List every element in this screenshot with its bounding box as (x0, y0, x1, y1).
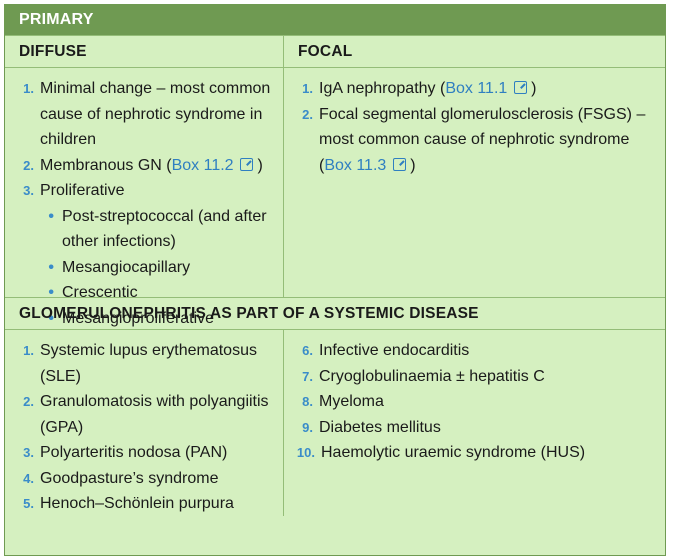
systemic-left-list: 1. Systemic lupus erythematosus (SLE) 2.… (5, 330, 283, 521)
bullet-icon: • (48, 309, 54, 327)
item-suffix: ) (405, 156, 416, 174)
item-number: 4. (23, 470, 34, 486)
systemic-right-list: 6. Infective endocarditis 7. Cryoglobuli… (284, 330, 665, 470)
item-number: 7. (302, 368, 313, 384)
list-item: 7. Cryoglobulinaemia ± hepatitis C (284, 364, 657, 390)
item-text: Cryoglobulinaemia ± hepatitis C (319, 367, 545, 385)
item-number: 6. (302, 343, 313, 358)
item-text: Minimal change – most common cause of ne… (40, 80, 271, 148)
item-number: 10. (296, 445, 315, 460)
item-text: Goodpasture’s syndrome (40, 469, 219, 487)
bullet-icon: • (48, 258, 54, 276)
item-number: 5. (23, 496, 34, 511)
primary-header: PRIMARY (5, 5, 665, 35)
sub-item-text: Mesangioproliferative (62, 309, 215, 327)
systemic-right-column: 6. Infective endocarditis 7. Cryoglobuli… (284, 330, 665, 516)
item-text: Polyarteritis nodosa (PAN) (40, 444, 228, 461)
item-text: Systemic lupus erythematosus (SLE) (40, 342, 257, 385)
item-text: Henoch–Schönlein purpura (40, 495, 234, 512)
external-link-icon[interactable] (240, 157, 254, 171)
item-number: 2. (23, 157, 34, 173)
list-item: 3. Polyarteritis nodosa (PAN) (5, 440, 275, 466)
item-number: 1. (302, 81, 313, 96)
item-suffix: ) (526, 80, 537, 97)
sub-list-item: • Post-streptococcal (and after other in… (5, 204, 275, 255)
item-suffix: ) (253, 156, 263, 174)
list-item: 10. Haemolytic uraemic syndrome (HUS) (284, 440, 657, 466)
focal-heading: FOCAL (284, 35, 665, 68)
item-text: Proliferative (40, 182, 125, 199)
sub-item-text: Mesangiocapillary (62, 258, 191, 276)
item-number: 3. (23, 183, 34, 198)
item-text: Focal segmental glomerulosclerosis (FSGS… (319, 105, 646, 174)
item-text: Infective endocarditis (319, 342, 470, 359)
diffuse-column: DIFFUSE 1. Minimal change – most common … (5, 35, 284, 327)
item-text: IgA nephropathy ( (319, 80, 446, 97)
external-link-icon[interactable] (513, 81, 527, 94)
item-number: 3. (23, 445, 34, 460)
box-link[interactable]: Box 11.1 (445, 80, 527, 97)
sub-list-item: • Mesangiocapillary (5, 255, 275, 281)
item-text: Haemolytic uraemic syndrome (HUS) (321, 444, 586, 461)
bullet-icon: • (48, 207, 54, 225)
sub-list-item: • Crescentic (5, 280, 275, 306)
list-item: 8. Myeloma (284, 389, 657, 415)
focal-list: 1. IgA nephropathy (Box 11.1 ) 2. Focal … (284, 68, 665, 182)
box-link[interactable]: Box 11.3 (324, 157, 406, 174)
item-text: Myeloma (319, 393, 384, 410)
focal-column: FOCAL 1. IgA nephropathy (Box 11.1 ) 2. … (284, 35, 665, 297)
list-item: 2. Membranous GN (Box 11.2 ) (5, 153, 275, 179)
sub-item-text: Crescentic (62, 284, 138, 301)
bullet-icon: • (48, 284, 54, 301)
item-number: 1. (23, 81, 34, 96)
list-item: 2. Granulomatosis with polyangiitis (GPA… (5, 389, 275, 440)
list-item: 5. Henoch–Schönlein purpura (5, 491, 275, 517)
item-number: 9. (302, 419, 313, 435)
list-item: 4. Goodpasture’s syndrome (5, 466, 275, 492)
systemic-left-column: 1. Systemic lupus erythematosus (SLE) 2.… (5, 330, 284, 516)
primary-section: DIFFUSE 1. Minimal change – most common … (5, 35, 665, 327)
systemic-heading: GLOMERULONEPHRITIS AS PART OF A SYSTEMIC… (5, 298, 665, 330)
item-text: Membranous GN ( (40, 156, 172, 174)
list-item: 1. Minimal change – most common cause of… (5, 76, 275, 153)
list-item: 6. Infective endocarditis (284, 338, 657, 364)
list-item: 3. Proliferative (5, 178, 275, 204)
item-number: 2. (23, 394, 34, 409)
list-item: 1. Systemic lupus erythematosus (SLE) (5, 338, 275, 389)
diffuse-list: 1. Minimal change – most common cause of… (5, 68, 283, 335)
item-text: Granulomatosis with polyangiitis (GPA) (40, 393, 269, 436)
list-item: 2. Focal segmental glomerulosclerosis (F… (284, 102, 657, 179)
list-item: 9. Diabetes mellitus (284, 415, 657, 441)
item-number: 1. (23, 343, 34, 358)
diffuse-heading: DIFFUSE (5, 35, 283, 68)
item-number: 8. (302, 394, 313, 409)
item-number: 2. (302, 106, 313, 122)
classification-table: PRIMARY DIFFUSE 1. Minimal change – most… (4, 4, 666, 556)
sub-list-item: • Mesangioproliferative (5, 306, 275, 332)
item-text: Diabetes mellitus (319, 418, 441, 436)
external-link-icon[interactable] (392, 157, 406, 171)
systemic-section: GLOMERULONEPHRITIS AS PART OF A SYSTEMIC… (5, 297, 665, 516)
sub-item-text: Post-streptococcal (and after other infe… (62, 207, 267, 251)
box-link[interactable]: Box 11.2 (172, 157, 254, 174)
list-item: 1. IgA nephropathy (Box 11.1 ) (284, 76, 657, 102)
